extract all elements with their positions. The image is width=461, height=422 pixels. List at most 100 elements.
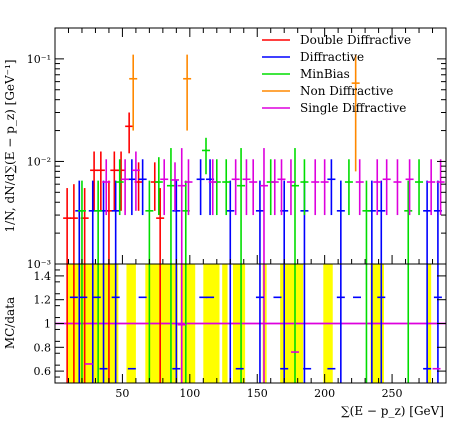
y-tick-label: 10⁻³ bbox=[27, 258, 51, 271]
data-point bbox=[300, 159, 309, 216]
data-point bbox=[222, 159, 231, 216]
data-point bbox=[154, 157, 163, 216]
x-tick-label: 100 bbox=[179, 387, 200, 400]
main-plot-frame bbox=[54, 27, 447, 265]
legend-item: MinBias bbox=[262, 67, 350, 81]
data-point bbox=[117, 151, 126, 211]
data-point bbox=[277, 159, 286, 216]
data-point bbox=[259, 148, 268, 264]
x-axis-title: ∑(E − p_z) [GeV] bbox=[341, 404, 444, 418]
ratio-axis-ticks: 0.6 0.8 1 1.2 1.4 50 100 150 200 250 bbox=[34, 269, 446, 400]
data-point bbox=[336, 180, 345, 264]
data-point bbox=[367, 180, 376, 264]
data-point bbox=[270, 159, 279, 216]
data-point bbox=[382, 159, 391, 216]
data-point bbox=[145, 180, 154, 264]
data-point bbox=[320, 159, 329, 216]
data-point bbox=[255, 180, 264, 264]
legend-item: Double Diffractive bbox=[262, 33, 411, 47]
x-tick-label: 50 bbox=[115, 387, 129, 400]
data-point bbox=[249, 159, 258, 216]
legend-item: Non Diffractive bbox=[262, 84, 393, 98]
data-point bbox=[266, 159, 275, 216]
data-point bbox=[177, 148, 186, 264]
data-point bbox=[427, 159, 436, 216]
y-tick-label: 10⁻¹ bbox=[27, 53, 51, 66]
data-point bbox=[166, 148, 175, 264]
data-point bbox=[415, 159, 424, 216]
data-point bbox=[377, 180, 386, 264]
main-axis-ticks: 10⁻³ 10⁻² 10⁻¹ bbox=[27, 27, 446, 271]
data-point bbox=[436, 159, 445, 216]
data-point bbox=[69, 184, 78, 264]
legend-label: Single Diffractive bbox=[300, 101, 406, 115]
data-point bbox=[125, 112, 134, 154]
data-point bbox=[405, 159, 414, 216]
legend-label: MinBias bbox=[300, 67, 350, 81]
data-point bbox=[131, 151, 140, 211]
data-point bbox=[242, 159, 251, 216]
data-point bbox=[184, 159, 193, 216]
x-tick-label: 200 bbox=[314, 387, 335, 400]
data-point bbox=[344, 159, 353, 216]
data-point bbox=[404, 180, 413, 264]
main-data-layer bbox=[63, 54, 445, 264]
data-point bbox=[212, 159, 221, 216]
legend-label: Diffractive bbox=[300, 50, 364, 64]
data-point bbox=[156, 188, 165, 264]
data-point bbox=[96, 151, 105, 211]
legend: Double Diffractive Diffractive MinBias Non … bbox=[262, 33, 411, 115]
ratio-y-tick-label: 0.6 bbox=[34, 365, 52, 378]
data-point bbox=[355, 159, 364, 216]
data-point bbox=[90, 151, 99, 211]
data-point bbox=[129, 54, 138, 131]
data-point bbox=[362, 180, 371, 264]
ratio-y-tick-label: 1.2 bbox=[34, 294, 52, 307]
data-point bbox=[110, 151, 119, 211]
data-point bbox=[160, 159, 169, 216]
data-point bbox=[351, 54, 360, 172]
ratio-y-axis-title: MC/data bbox=[3, 297, 17, 349]
data-point bbox=[226, 180, 235, 264]
data-point bbox=[63, 188, 72, 264]
data-point bbox=[127, 159, 136, 216]
data-point bbox=[150, 162, 159, 211]
ratio-y-tick-label: 1.4 bbox=[34, 270, 52, 283]
data-point bbox=[393, 159, 402, 216]
data-point bbox=[208, 159, 217, 216]
data-point bbox=[88, 180, 97, 264]
legend-label: Double Diffractive bbox=[300, 33, 411, 47]
legend-item: Diffractive bbox=[262, 50, 364, 64]
data-point bbox=[170, 162, 179, 211]
data-point bbox=[138, 159, 147, 216]
data-point bbox=[290, 148, 299, 264]
data-point bbox=[311, 159, 320, 216]
x-tick-label: 250 bbox=[382, 387, 403, 400]
data-point bbox=[172, 180, 181, 264]
legend-item: Single Diffractive bbox=[262, 101, 406, 115]
data-point bbox=[121, 159, 130, 216]
data-point bbox=[111, 180, 120, 264]
x-tick-label: 150 bbox=[247, 387, 268, 400]
y-tick-label: 10⁻² bbox=[27, 155, 51, 168]
data-point bbox=[183, 54, 192, 131]
ratio-y-tick-label: 1 bbox=[44, 318, 51, 331]
data-point bbox=[94, 180, 103, 264]
ratio-data-layer bbox=[55, 264, 446, 383]
data-point bbox=[327, 159, 336, 216]
data-point bbox=[196, 159, 205, 216]
main-panel: 10⁻³ 10⁻² 10⁻¹ Double Diffractive Diffracti… bbox=[27, 27, 447, 271]
data-point bbox=[115, 159, 124, 216]
data-point bbox=[202, 137, 211, 175]
data-point bbox=[237, 148, 246, 264]
data-point bbox=[373, 159, 382, 216]
data-point bbox=[231, 159, 240, 216]
main-y-axis-title: 1/N, dN/d∑(E − p_z) [GeV⁻¹] bbox=[3, 60, 17, 233]
ratio-y-tick-label: 0.8 bbox=[34, 341, 52, 354]
legend-label: Non Diffractive bbox=[300, 84, 393, 98]
ratio-panel: 0.6 0.8 1 1.2 1.4 50 100 150 200 250 bbox=[34, 263, 447, 400]
data-point bbox=[102, 159, 111, 216]
data-point bbox=[77, 180, 86, 264]
data-point bbox=[286, 159, 295, 216]
